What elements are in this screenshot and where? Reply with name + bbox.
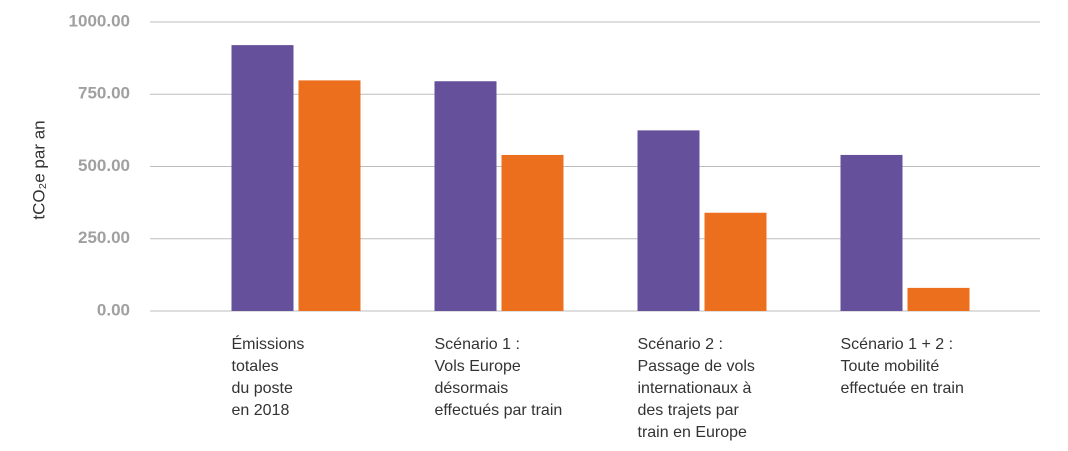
bar xyxy=(298,80,361,312)
x-tick-label: des trajets par xyxy=(638,402,740,419)
y-tick-label: 500.00 xyxy=(78,156,130,175)
y-tick-label: 0.00 xyxy=(97,300,130,319)
bar xyxy=(840,154,903,311)
y-axis-label: tCO₂e par an xyxy=(29,120,48,219)
bar xyxy=(231,45,294,312)
x-tick-label: Passage de vols xyxy=(638,358,755,375)
x-tick-label: effectués par train xyxy=(435,402,563,419)
y-tick-label: 250.00 xyxy=(78,228,130,247)
x-tick-label: totales xyxy=(232,358,279,375)
x-tick-label: désormais xyxy=(435,380,509,397)
bar xyxy=(434,81,497,312)
x-tick-label: train en Europe xyxy=(638,424,748,441)
y-tick-label: 1000.00 xyxy=(69,11,130,30)
bar xyxy=(704,212,767,311)
x-tick-label: en 2018 xyxy=(232,402,290,419)
x-tick-label: Scénario 2 : xyxy=(638,336,723,353)
x-tick-label: Scénario 1 : xyxy=(435,336,520,353)
bar xyxy=(907,287,970,311)
x-tick-label: Émissions xyxy=(232,334,305,353)
bar xyxy=(637,130,700,311)
x-tick-label: Toute mobilité xyxy=(841,358,940,375)
x-tick-label: Scénario 1 + 2 : xyxy=(841,336,954,353)
y-tick-label: 750.00 xyxy=(78,84,130,103)
x-tick-label: internationaux à xyxy=(638,380,752,397)
x-tick-label: du poste xyxy=(232,380,293,397)
x-tick-label: Vols Europe xyxy=(435,358,521,375)
x-tick-label: effectuée en train xyxy=(841,380,964,397)
bar xyxy=(501,154,564,311)
